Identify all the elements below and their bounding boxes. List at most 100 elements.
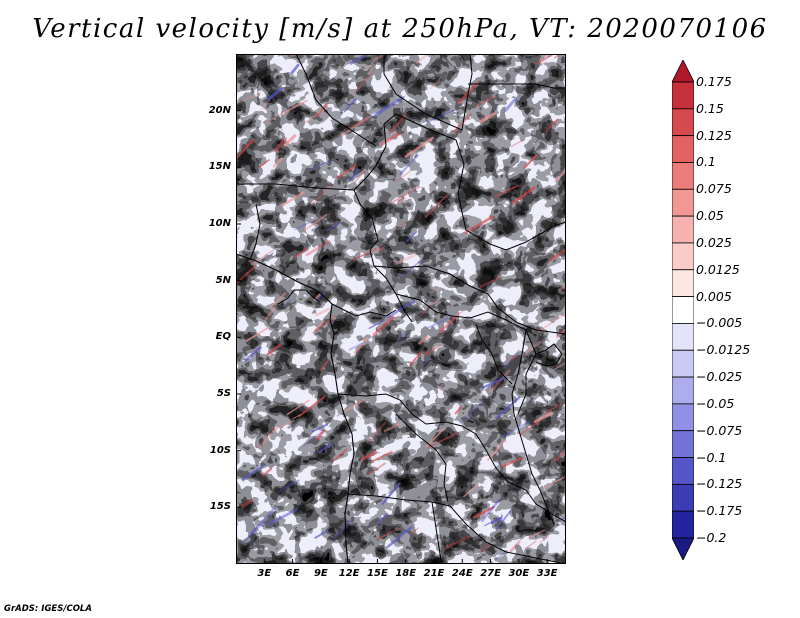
velocity-streak [390,185,421,204]
velocity-streak [244,326,269,343]
velocity-streak [504,97,518,113]
velocity-streak [558,516,566,522]
velocity-streak [536,54,553,66]
longitude-tick-label: 27E [480,568,501,579]
velocity-streak [523,154,538,169]
velocity-streak [343,98,357,113]
velocity-streak [555,327,566,339]
colorbar-segment [671,269,695,297]
velocity-streak [404,136,434,158]
convective-streaks [236,54,566,561]
border-line [383,53,473,131]
velocity-streak [370,450,393,463]
velocity-streak [270,292,286,309]
velocity-streak [426,317,449,329]
velocity-streak [524,340,541,356]
velocity-streak [305,240,331,257]
longitude-tick-label: 21E [423,568,445,579]
velocity-streak [406,230,418,242]
velocity-streak [479,275,502,288]
border-line [353,113,567,251]
velocity-streak [236,138,255,159]
velocity-streak [509,540,521,553]
velocity-streak [311,183,332,206]
velocity-streak [395,170,412,183]
colorbar-max-arrow [671,59,695,83]
velocity-streak [283,134,297,147]
colorbar-segment [671,349,695,378]
velocity-streak [494,184,519,198]
velocity-streak [367,421,387,443]
velocity-streak [538,536,550,544]
colorbar-tick-label: −0.0125 [696,342,751,358]
velocity-streak [244,346,262,362]
velocity-streak [278,479,300,492]
velocity-streak [267,87,283,101]
velocity-streak [478,544,491,553]
velocity-streak [479,112,496,123]
velocity-streak [381,482,401,506]
velocity-streak [353,337,369,354]
field-layer [236,54,566,564]
velocity-streak [353,248,377,261]
latitude-tick-label: 5N [215,274,231,286]
velocity-streak [536,312,566,333]
velocity-streak [489,369,511,393]
colorbar-segment [671,215,695,244]
velocity-streak [481,376,505,389]
velocity-streak [510,139,523,148]
border-line [249,203,261,261]
colorbar-tick-label: −0.175 [696,503,743,519]
velocity-streak [399,154,419,175]
velocity-streak [554,54,562,59]
velocity-streak [396,197,407,205]
velocity-streak [459,400,485,424]
velocity-streak [272,157,284,168]
velocity-streak [314,315,337,332]
velocity-streak [349,55,366,65]
velocity-streak [491,516,503,525]
lake-outline [535,343,563,367]
longitude-tick-label: 6E [285,568,300,579]
longitude-tick-label: 24E [451,568,473,579]
velocity-streak [343,398,365,413]
velocity-streak [303,213,328,232]
velocity-streak [373,96,404,117]
velocity-streak [262,467,273,477]
velocity-streak [279,99,308,116]
colorbar-segment [671,403,695,432]
velocity-streak [422,357,432,367]
border-line [468,83,566,89]
velocity-streak [376,513,388,525]
longitude-tick-label: 15E [367,568,388,579]
velocity-streak [268,508,299,526]
velocity-streak [439,316,457,334]
velocity-streak [376,528,399,541]
velocity-streak [294,220,313,231]
velocity-streak [286,399,310,416]
velocity-streak [317,443,333,454]
border-line [331,303,397,317]
velocity-streak [554,169,566,183]
colorbar-graphic [671,59,695,561]
velocity-streak [511,186,536,205]
axis-ticks [236,110,548,564]
longitude-tick-label: 3E [257,568,272,579]
colorbar-tick-label: −0.05 [696,395,735,411]
longitude-tick-label: 18E [395,568,417,579]
colorbar-tick-label: 0.05 [696,208,724,224]
velocity-streak [368,462,386,475]
velocity-streak [418,297,441,318]
velocity-streak [242,526,258,545]
velocity-streak [425,428,445,448]
velocity-streak [314,307,331,317]
border-line [295,53,377,147]
velocity-streak [360,450,378,461]
velocity-streak [388,114,407,135]
country-borders [235,53,567,565]
velocity-streak [241,499,253,508]
colorbar-tick-label: 0.1 [696,154,716,170]
velocity-streak [380,132,402,146]
velocity-streak [495,508,513,531]
credit-text: GrADS: IGES/COLA [4,604,92,614]
